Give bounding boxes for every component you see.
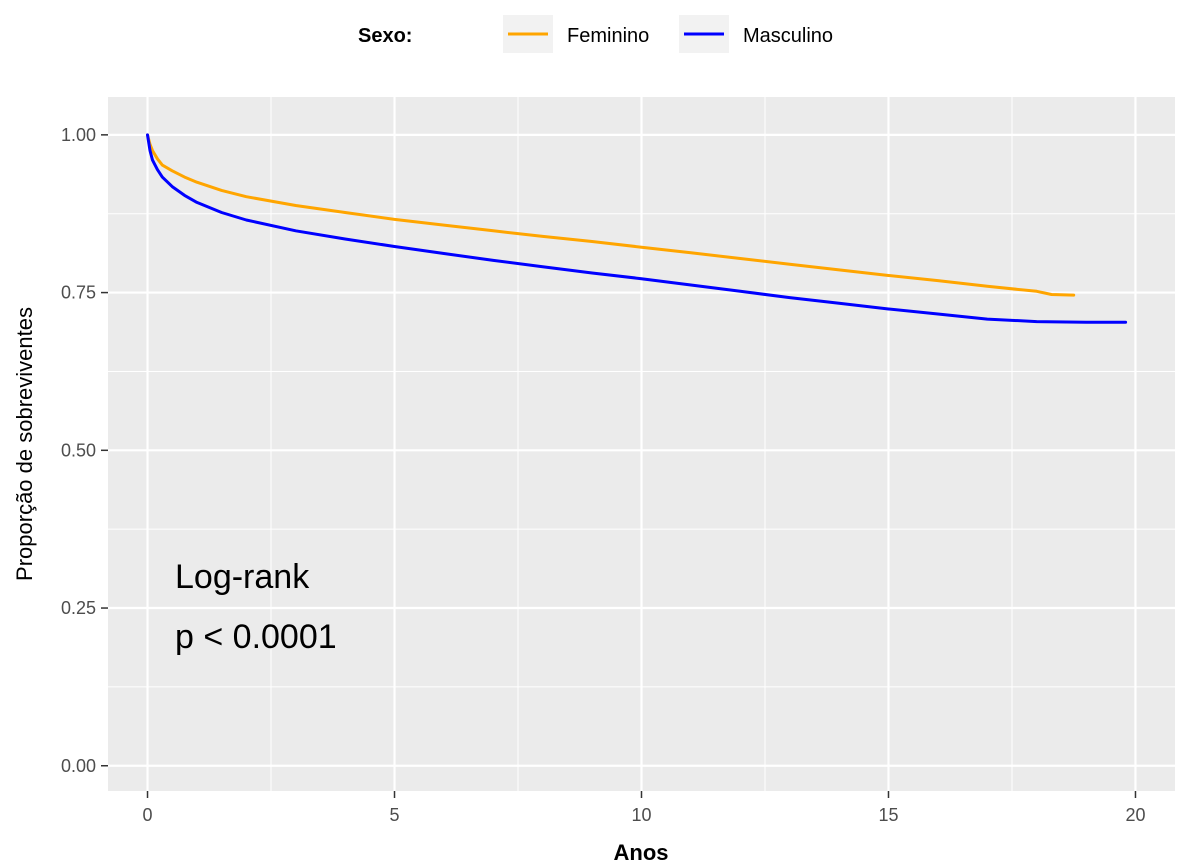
series-line-masculino xyxy=(146,133,1128,324)
series-layer xyxy=(146,133,1128,324)
x-tick-label: 5 xyxy=(390,805,400,825)
x-tick-label: 0 xyxy=(143,805,153,825)
legend-label-feminino: Feminino xyxy=(567,25,649,47)
y-axis-title: Proporção de sobreviventes xyxy=(12,307,37,581)
logrank-label: Log-rank xyxy=(175,558,310,596)
x-axis-title: Anos xyxy=(614,840,669,865)
legend-title: Sexo: xyxy=(358,25,412,47)
y-tick-label: 0.00 xyxy=(61,756,96,776)
x-tick-label: 20 xyxy=(1125,805,1145,825)
y-axis: 0.00 0.25 0.50 0.75 1.00 xyxy=(61,125,108,776)
y-tick-label: 0.25 xyxy=(61,598,96,618)
x-tick-label: 15 xyxy=(878,805,898,825)
x-tick-label: 10 xyxy=(631,805,651,825)
legend-item-masculino: Masculino xyxy=(679,15,833,53)
y-tick-label: 1.00 xyxy=(61,125,96,145)
y-tick-label: 0.50 xyxy=(61,440,96,460)
logrank-pvalue: p < 0.0001 xyxy=(175,618,337,656)
legend-item-feminino: Feminino xyxy=(503,15,649,53)
legend: Sexo: Feminino Masculino xyxy=(358,15,833,53)
x-axis: 0 5 10 15 20 xyxy=(143,791,1145,825)
y-tick-label: 0.75 xyxy=(61,283,96,303)
series-line-feminino xyxy=(146,133,1076,297)
legend-label-masculino: Masculino xyxy=(743,25,833,47)
grid-major xyxy=(108,97,1175,791)
